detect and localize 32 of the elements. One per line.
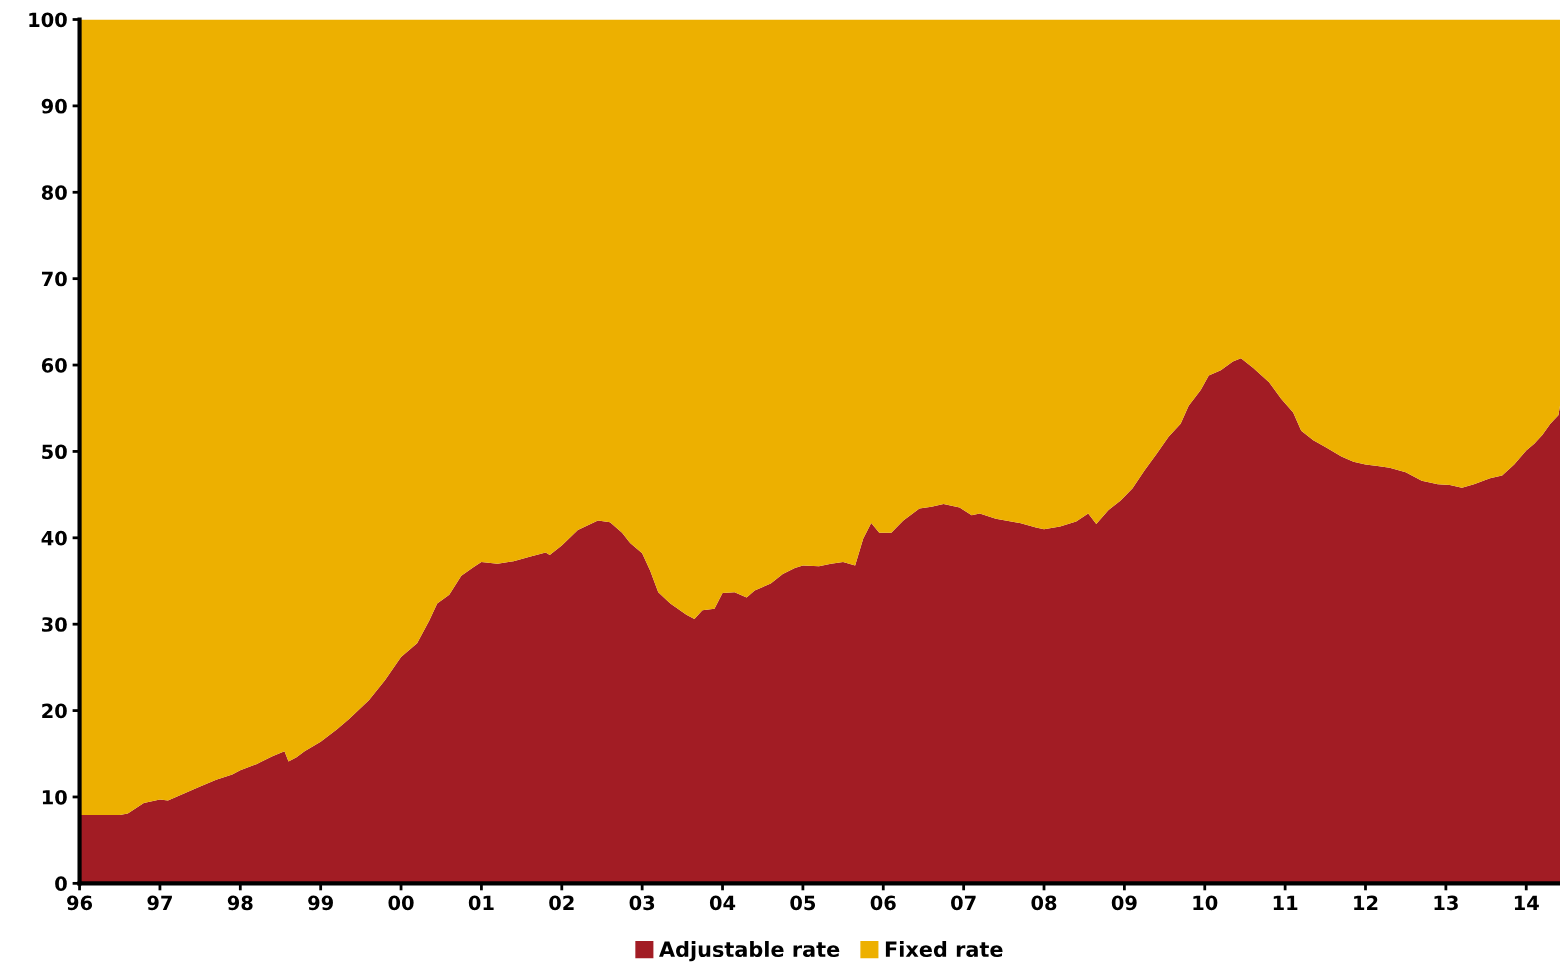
- y-tick-label: 90: [41, 98, 67, 114]
- x-tick-label: 10: [1193, 895, 1218, 911]
- x-tick-label: 06: [870, 895, 896, 911]
- x-tick-label: 97: [147, 895, 172, 911]
- x-tick-label: 02: [549, 895, 574, 911]
- x-tick-label: 11: [1273, 895, 1298, 910]
- y-tick-label: 100: [29, 12, 67, 28]
- x-tick-label: 01: [468, 895, 494, 911]
- y-tick-label: 20: [42, 703, 67, 719]
- x-tick-label: 08: [1031, 895, 1057, 911]
- y-tick-label: 80: [41, 185, 67, 200]
- legend-label: Adjustable rate: [659, 940, 840, 962]
- y-tick-label: 40: [41, 530, 67, 546]
- x-tick-label: 99: [308, 895, 333, 911]
- y-tick-label: 60: [41, 358, 67, 373]
- x-tick-label: 13: [1434, 895, 1458, 911]
- x-tick-label: 96: [67, 895, 93, 911]
- x-tick-label: 12: [1354, 895, 1378, 910]
- x-tick-label: 09: [1111, 895, 1137, 911]
- x-tick-label: 05: [790, 895, 816, 911]
- y-tick-label: 10: [42, 789, 67, 805]
- x-tick-label: 03: [629, 895, 655, 911]
- y-tick-label: 70: [42, 271, 67, 287]
- x-tick-label: 00: [388, 895, 414, 911]
- x-tick-label: 98: [227, 895, 253, 911]
- x-tick-label: 07: [951, 895, 976, 911]
- y-tick-label: 30: [42, 617, 67, 632]
- x-tick-label: 04: [709, 895, 736, 911]
- y-tick-label: 50: [42, 444, 67, 460]
- y-tick-label: 0: [55, 876, 67, 892]
- x-tick-label: 14: [1514, 895, 1539, 910]
- legend-label: Fixed rate: [885, 940, 1003, 958]
